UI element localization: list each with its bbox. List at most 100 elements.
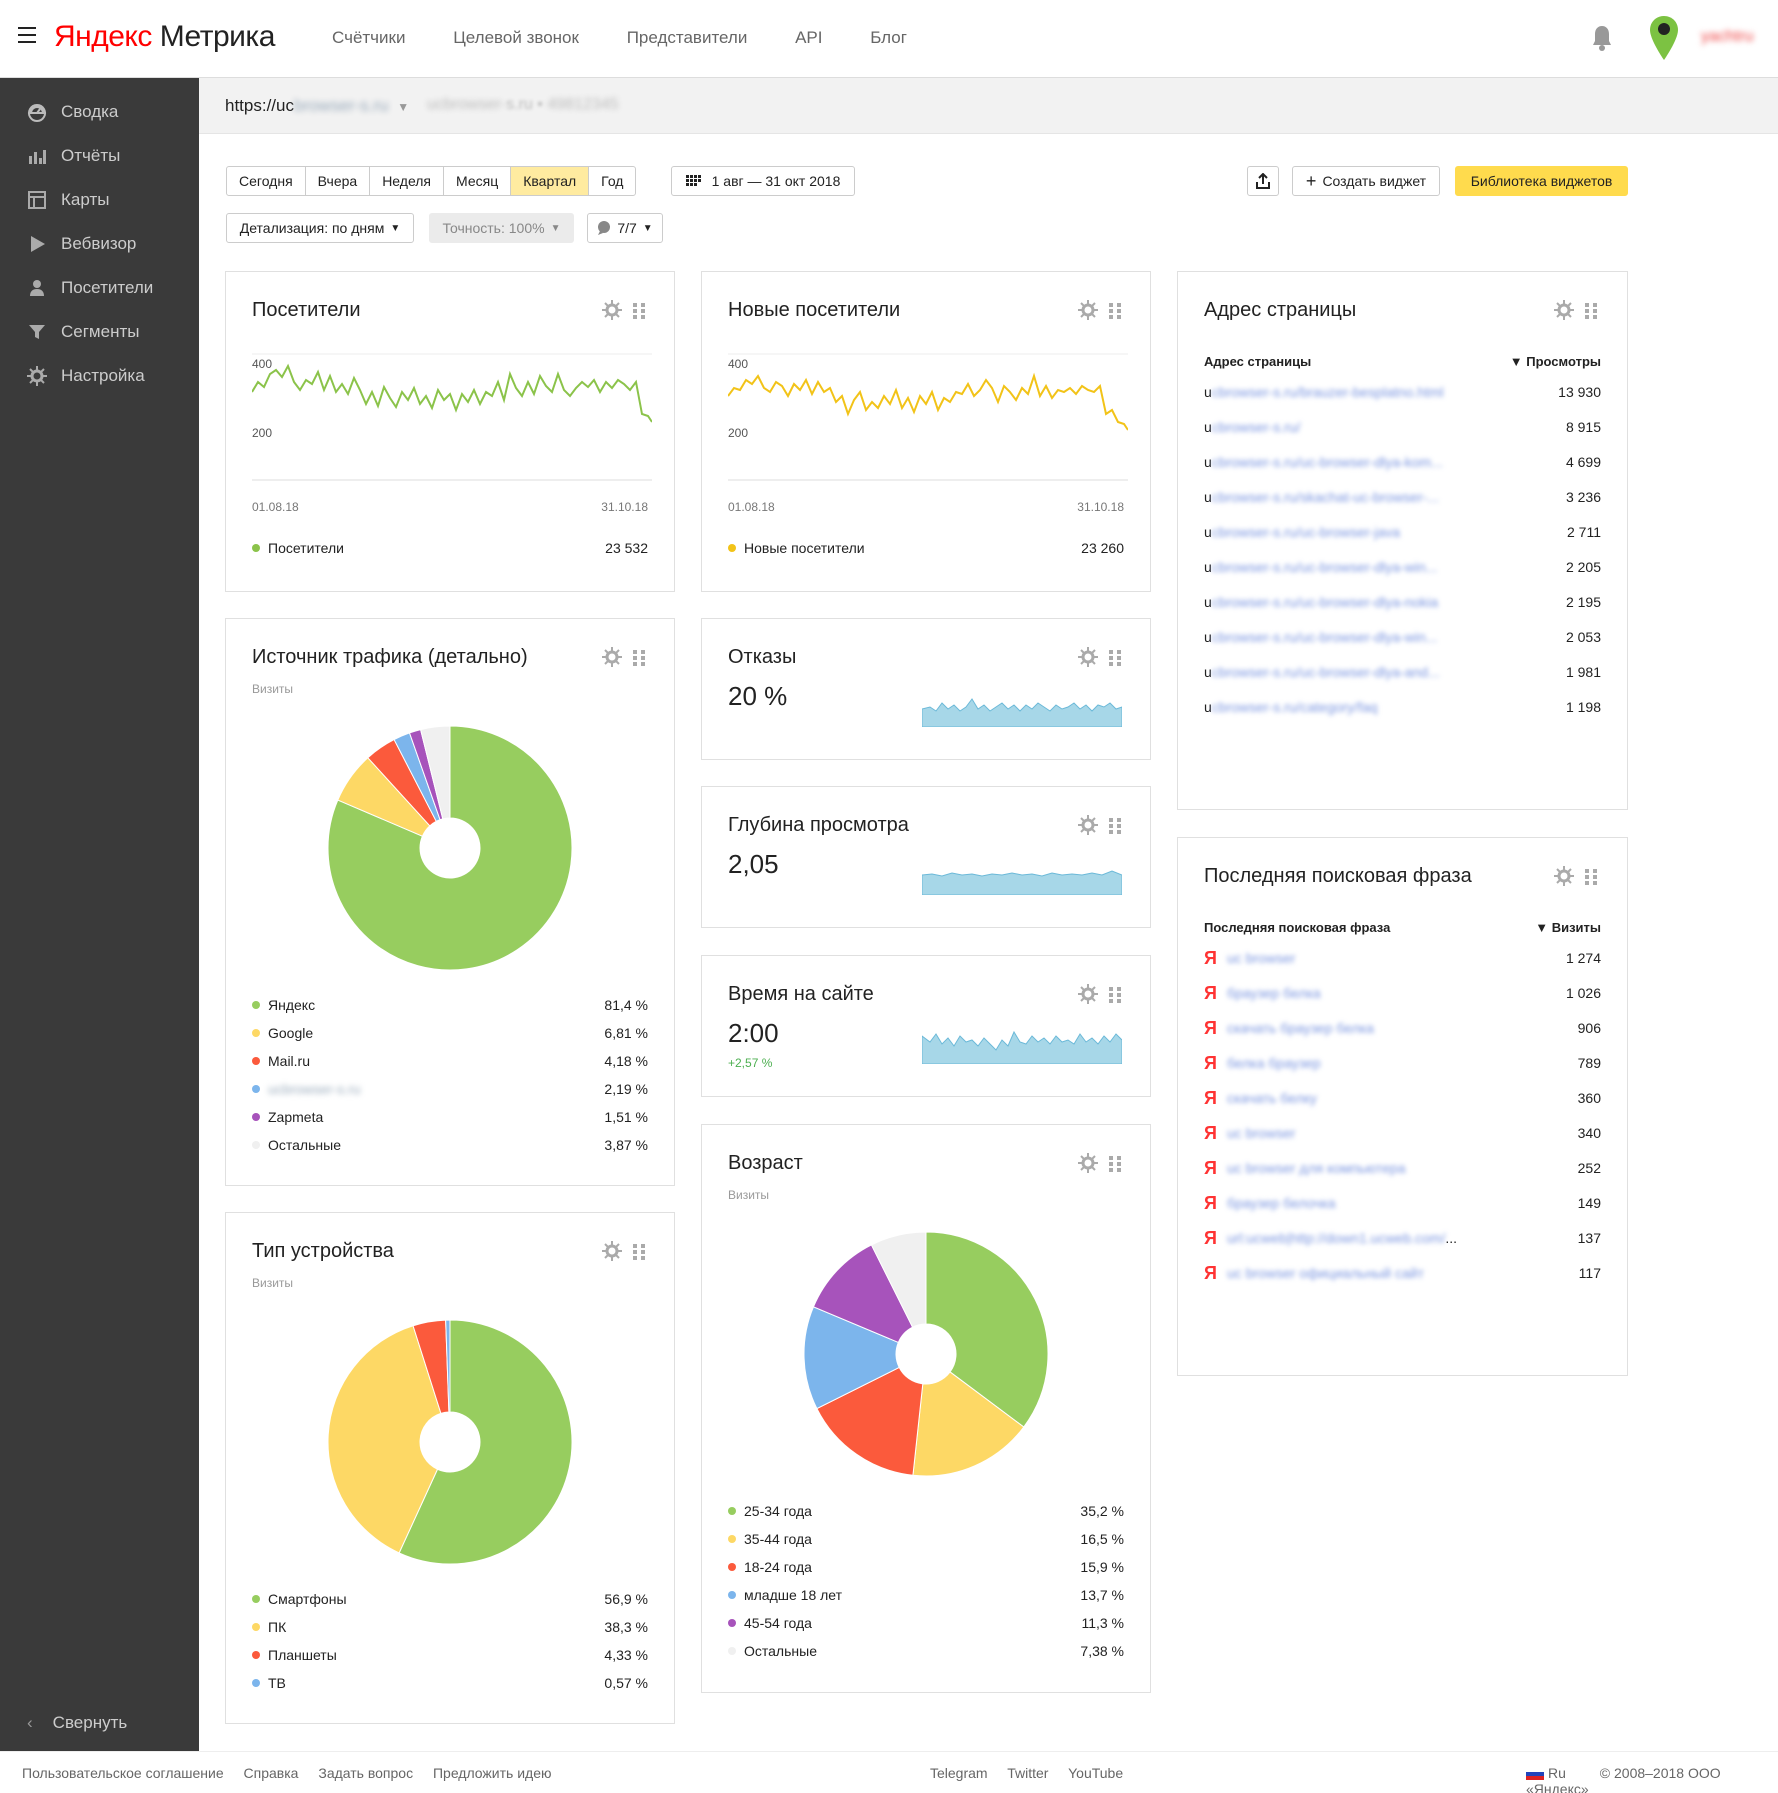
widget-library-button[interactable]: Библиотека виджетов — [1455, 166, 1628, 196]
footer-link-telegram[interactable]: Telegram — [930, 1765, 988, 1781]
drag-handle-icon[interactable] — [1108, 817, 1122, 835]
drag-handle-icon[interactable] — [1108, 302, 1122, 320]
table-row[interactable]: u cbrowser-s.ru/brauzer-besplatno.html 13 … — [1204, 372, 1601, 412]
pie-slice[interactable] — [803, 1306, 900, 1410]
legend-row[interactable]: ucbrowser-s.ru 2,19 % — [252, 1075, 648, 1103]
period-today[interactable]: Сегодня — [227, 167, 306, 195]
pie-slice[interactable] — [327, 1325, 442, 1554]
export-button[interactable] — [1247, 166, 1279, 196]
table-row[interactable]: u cbrowser-s.ru/uc-browser-dlya-win... 2 0… — [1204, 617, 1601, 657]
legend-row[interactable]: 18-24 года 15,9 % — [728, 1553, 1124, 1581]
legend-row[interactable]: Остальные 7,38 % — [728, 1637, 1124, 1665]
settings-gear-icon[interactable] — [602, 647, 622, 667]
detail-dropdown[interactable]: Детализация: по дням ▼ — [226, 213, 414, 243]
settings-gear-icon[interactable] — [1078, 1153, 1098, 1173]
site-selector[interactable]: https://ucbrowser-s.ru ▼ — [225, 96, 409, 116]
table-row[interactable]: u cbrowser-s.ru/uc-browser-dlya-nokia 2 19… — [1204, 582, 1601, 622]
period-year[interactable]: Год — [601, 173, 624, 189]
location-pin-icon[interactable] — [1647, 14, 1681, 62]
page-link[interactable]: u cbrowser-s.ru/ — [1204, 419, 1566, 435]
pie-slice[interactable] — [420, 725, 451, 820]
legend-row[interactable]: Смартфоны 56,9 % — [252, 1585, 648, 1613]
drag-handle-icon[interactable] — [1584, 868, 1598, 886]
pie-slice[interactable] — [925, 1231, 1049, 1428]
legend-row[interactable]: Планшеты 4,33 % — [252, 1641, 648, 1669]
sidebar-item-reports[interactable]: Отчёты — [0, 134, 199, 178]
period-yesterday[interactable]: Вчера — [306, 167, 371, 195]
user-name[interactable]: yachtru — [1701, 28, 1754, 45]
table-row[interactable]: u cbrowser-s.ru/uc-browser-dlya-and... 1 9… — [1204, 652, 1601, 692]
table-row[interactable]: u cbrowser-s.ru/8 915 — [1204, 407, 1601, 447]
legend-row[interactable]: Посетители 23 532 — [252, 534, 648, 562]
pie-slice[interactable] — [445, 1319, 451, 1413]
page-link[interactable]: u cbrowser-s.ru/uc-browser-java — [1204, 524, 1567, 540]
drag-handle-icon[interactable] — [1108, 649, 1122, 667]
legend-row[interactable]: Zapmeta 1,51 % — [252, 1103, 648, 1131]
logo[interactable]: Яндекс Метрика — [54, 20, 275, 54]
collapse-button[interactable]: ‹ Свернуть — [27, 1705, 127, 1741]
pie-slice[interactable] — [398, 1319, 573, 1565]
drag-handle-icon[interactable] — [1108, 986, 1122, 1004]
legend-row[interactable]: Google 6,81 % — [252, 1019, 648, 1047]
legend-row[interactable]: Mail.ru 4,18 % — [252, 1047, 648, 1075]
sidebar-item-maps[interactable]: Карты — [0, 178, 199, 222]
period-week[interactable]: Неделя — [370, 167, 445, 195]
drag-handle-icon[interactable] — [1584, 302, 1598, 320]
column-header-visits[interactable]: ▼ Визиты — [1535, 920, 1601, 935]
pie-slice[interactable] — [912, 1371, 1025, 1477]
drag-handle-icon[interactable] — [1108, 1155, 1122, 1173]
settings-gear-icon[interactable] — [1078, 300, 1098, 320]
sidebar-item-segments[interactable]: Сегменты — [0, 310, 199, 354]
sidebar-item-settings[interactable]: Настройка — [0, 354, 199, 398]
legend-row[interactable]: 45-54 года 11,3 % — [728, 1609, 1124, 1637]
sidebar-item-summary[interactable]: Сводка — [0, 90, 199, 134]
legend-row[interactable]: Новые посетители 23 260 — [728, 534, 1124, 562]
footer-link-ask[interactable]: Задать вопрос — [318, 1765, 414, 1781]
table-row[interactable]: u cbrowser-s.ru/uc-browser-java 2 711 — [1204, 512, 1601, 552]
footer-link-help[interactable]: Справка — [243, 1765, 299, 1781]
bell-icon[interactable] — [1591, 24, 1613, 52]
page-link[interactable]: u cbrowser-s.ru/skachat-uc-browser-... — [1204, 489, 1566, 505]
settings-gear-icon[interactable] — [1078, 647, 1098, 667]
pie-slice[interactable] — [327, 725, 573, 971]
nav-target-call[interactable]: Целевой звонок — [453, 28, 579, 47]
settings-gear-icon[interactable] — [1078, 984, 1098, 1004]
footer-link-agreement[interactable]: Пользовательское соглашение — [22, 1765, 224, 1781]
legend-row[interactable]: Остальные 3,87 % — [252, 1131, 648, 1159]
page-link[interactable]: u cbrowser-s.ru/uc-browser-dlya-win... — [1204, 629, 1566, 645]
page-link[interactable]: u cbrowser-s.ru/brauzer-besplatno.html — [1204, 384, 1558, 400]
page-link[interactable]: u cbrowser-s.ru/category/faq — [1204, 699, 1566, 715]
settings-gear-icon[interactable] — [1554, 866, 1574, 886]
settings-gear-icon[interactable] — [1554, 300, 1574, 320]
period-quarter[interactable]: Квартал — [511, 167, 590, 195]
column-header-views[interactable]: ▼ Просмотры — [1509, 354, 1601, 369]
accuracy-dropdown[interactable]: Точность: 100% ▼ — [429, 213, 574, 243]
sidebar-item-webvisor[interactable]: Вебвизор — [0, 222, 199, 266]
legend-row[interactable]: ПК 38,3 % — [252, 1613, 648, 1641]
table-row[interactable]: u cbrowser-s.ru/uc-browser-dlya-win... 2 2… — [1204, 547, 1601, 587]
nav-counters[interactable]: Счётчики — [332, 28, 406, 47]
drag-handle-icon[interactable] — [632, 649, 646, 667]
period-month[interactable]: Месяц — [444, 167, 512, 195]
pie-slice[interactable] — [812, 1244, 914, 1344]
pie-slice[interactable] — [816, 1366, 924, 1476]
table-row[interactable]: u cbrowser-s.ru/skachat-uc-browser-... 3 2… — [1204, 477, 1601, 517]
footer-link-idea[interactable]: Предложить идею — [432, 1765, 552, 1781]
settings-gear-icon[interactable] — [602, 1241, 622, 1261]
create-widget-button[interactable]: + Создать виджет — [1292, 166, 1440, 196]
footer-link-youtube[interactable]: YouTube — [1068, 1765, 1124, 1781]
drag-handle-icon[interactable] — [632, 302, 646, 320]
legend-row[interactable]: Яндекс 81,4 % — [252, 991, 648, 1019]
